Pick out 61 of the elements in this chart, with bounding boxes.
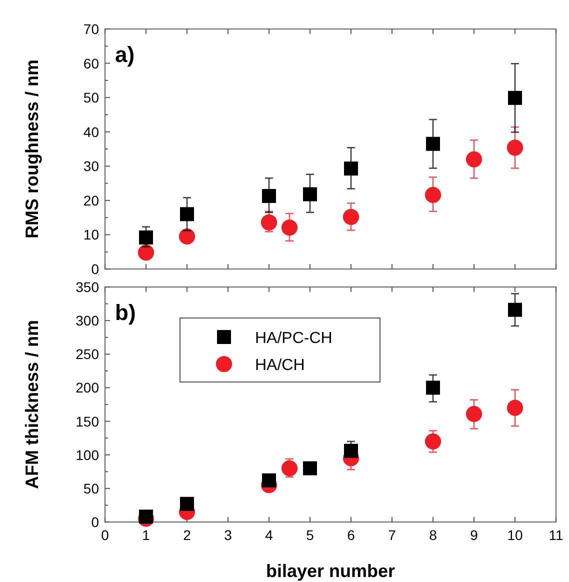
y-axis-title: RMS roughness / nm [22, 59, 42, 239]
y-tick-label: 350 [76, 279, 100, 295]
point [139, 230, 153, 244]
point [506, 400, 524, 416]
y-tick-label: 70 [83, 21, 100, 37]
point [281, 219, 298, 236]
y-tick-label: 30 [83, 158, 100, 174]
x-tick-label: 6 [347, 527, 356, 543]
y-tick-label: 100 [76, 446, 100, 463]
point [342, 208, 360, 225]
point [344, 162, 358, 176]
point [426, 136, 440, 151]
y-tick-label: 10 [83, 226, 100, 243]
annotation: a) [115, 42, 135, 67]
x-tick-label: 9 [470, 527, 478, 543]
y-tick-label: 40 [83, 124, 100, 140]
point [303, 187, 317, 202]
point [262, 473, 276, 488]
annotation: b) [115, 300, 136, 325]
y-tick-label: 250 [76, 346, 100, 362]
point [139, 510, 153, 524]
point [260, 214, 278, 230]
y-tick-label: 60 [83, 55, 100, 72]
legend-label: HA/CH [255, 357, 305, 374]
y-tick-label: 200 [76, 380, 100, 396]
point [138, 244, 154, 261]
y-tick-label: 0 [91, 514, 100, 530]
point [424, 433, 442, 450]
point [303, 461, 317, 476]
point [508, 302, 522, 317]
y-axis-title: AFM thickness / nm [22, 320, 42, 490]
x-tick-label: 11 [548, 527, 564, 543]
point [506, 140, 524, 156]
point [344, 444, 358, 458]
legend-label: HA/PC-CH [255, 330, 332, 347]
point [178, 228, 196, 244]
x-axis-title: bilayer number [266, 561, 396, 581]
x-tick-label: 3 [224, 527, 232, 543]
x-tick-label: 10 [507, 527, 523, 543]
y-tick-label: 150 [76, 413, 100, 430]
y-tick-label: 50 [83, 90, 100, 106]
point [426, 380, 440, 395]
point [180, 496, 194, 511]
x-tick-label: 1 [142, 527, 150, 543]
x-tick-label: 7 [388, 527, 396, 543]
point [508, 90, 522, 105]
y-tick-label: 20 [83, 192, 100, 208]
point [466, 151, 482, 168]
point [180, 207, 194, 222]
point [466, 406, 482, 422]
x-tick-label: 8 [429, 527, 438, 543]
point [281, 460, 298, 476]
point [424, 186, 442, 203]
x-tick-label: 5 [306, 527, 314, 543]
x-tick-label: 4 [265, 527, 274, 543]
y-tick-label: 300 [76, 312, 100, 329]
point [262, 188, 276, 203]
x-tick-label: 0 [101, 527, 110, 543]
y-tick-label: 50 [83, 480, 100, 496]
y-tick-label: 0 [91, 261, 100, 277]
x-tick-label: 2 [183, 527, 192, 543]
